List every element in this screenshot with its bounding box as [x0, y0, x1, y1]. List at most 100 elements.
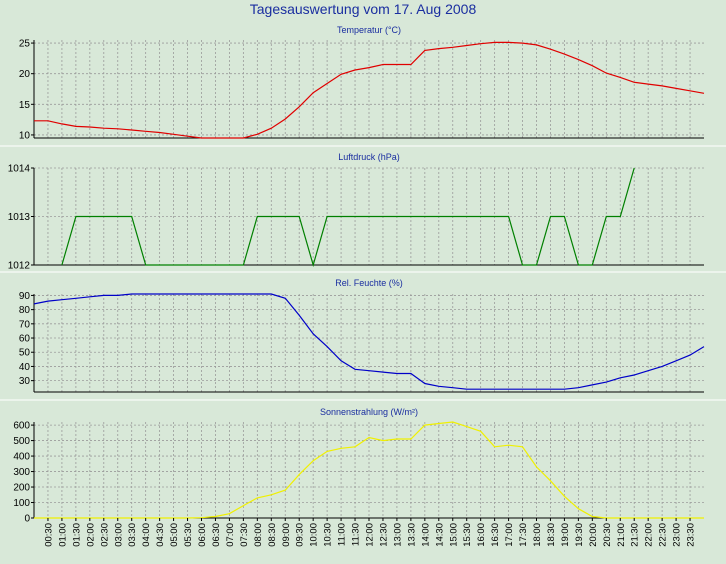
data-point	[228, 137, 230, 139]
data-point	[242, 264, 244, 266]
data-point	[605, 72, 607, 74]
data-point	[214, 515, 216, 517]
data-point	[507, 444, 509, 446]
data-point	[312, 460, 314, 462]
data-point	[452, 387, 454, 389]
data-point	[382, 63, 384, 65]
x-tick-label: 03:30	[127, 523, 138, 547]
data-point	[535, 466, 537, 468]
data-point	[75, 215, 77, 217]
data-point	[661, 85, 663, 87]
y-tick-label: 1013	[8, 212, 31, 223]
data-point	[228, 293, 230, 295]
data-point	[521, 264, 523, 266]
x-tick-label: 17:00	[504, 523, 515, 547]
data-point	[33, 517, 35, 519]
data-point	[466, 425, 468, 427]
data-point	[354, 69, 356, 71]
data-point	[368, 436, 370, 438]
data-point	[75, 125, 77, 127]
data-point	[47, 300, 49, 302]
x-tick-label: 01:30	[71, 523, 82, 547]
data-point	[479, 430, 481, 432]
data-point	[298, 215, 300, 217]
data-point	[326, 450, 328, 452]
data-point	[452, 421, 454, 423]
x-tick-label: 20:30	[602, 523, 613, 547]
data-point	[577, 508, 579, 510]
y-tick-label: 70	[19, 319, 31, 330]
y-tick-label: 25	[19, 39, 31, 50]
x-tick-label: 07:00	[225, 523, 236, 547]
x-tick-label: 01:00	[57, 523, 68, 547]
data-point	[298, 473, 300, 475]
data-point	[507, 41, 509, 43]
data-point	[438, 422, 440, 424]
data-point	[591, 515, 593, 517]
data-point	[438, 47, 440, 49]
data-point	[144, 264, 146, 266]
data-point	[89, 296, 91, 298]
data-point	[549, 480, 551, 482]
data-point	[312, 91, 314, 93]
data-point	[535, 264, 537, 266]
y-tick-label: 1012	[8, 261, 31, 272]
data-point	[242, 504, 244, 506]
page-title: Tagesauswertung vom 17. Aug 2008	[249, 1, 477, 17]
x-tick-label: 13:30	[406, 523, 417, 547]
y-tick-label: 0	[24, 514, 30, 525]
data-point	[75, 297, 77, 299]
data-point	[326, 215, 328, 217]
x-tick-label: 11:30	[351, 523, 362, 546]
x-tick-label: 06:30	[211, 523, 222, 547]
data-point	[675, 360, 677, 362]
x-tick-label: 11:00	[337, 523, 348, 546]
data-point	[549, 215, 551, 217]
data-point	[689, 354, 691, 356]
data-point	[493, 215, 495, 217]
data-point	[396, 438, 398, 440]
data-point	[144, 130, 146, 132]
data-point	[284, 489, 286, 491]
data-point	[312, 264, 314, 266]
y-tick-label: 500	[13, 436, 30, 447]
data-point	[647, 369, 649, 371]
x-tick-label: 02:00	[85, 523, 96, 547]
x-tick-label: 00:30	[43, 523, 54, 547]
data-point	[619, 377, 621, 379]
data-point	[466, 388, 468, 390]
x-tick-label: 09:30	[295, 523, 306, 547]
data-point	[340, 73, 342, 75]
data-point	[382, 371, 384, 373]
x-tick-label: 15:00	[448, 523, 459, 547]
series-line	[61, 167, 635, 268]
x-tick-label: 08:30	[267, 523, 278, 547]
data-point	[452, 46, 454, 48]
data-point	[675, 87, 677, 89]
data-point	[61, 264, 63, 266]
data-point	[424, 382, 426, 384]
x-tick-label: 14:00	[420, 523, 431, 547]
data-point	[703, 92, 705, 94]
data-point	[158, 293, 160, 295]
data-point	[61, 123, 63, 125]
data-point	[242, 293, 244, 295]
x-tick-label: 21:00	[616, 523, 627, 547]
data-point	[661, 365, 663, 367]
y-tick-label: 60	[19, 334, 31, 345]
x-tick-label: 15:30	[462, 523, 473, 547]
data-point	[298, 314, 300, 316]
data-point	[521, 42, 523, 44]
data-point	[284, 215, 286, 217]
x-tick-label: 04:00	[141, 523, 152, 547]
data-point	[619, 76, 621, 78]
data-point	[200, 137, 202, 139]
data-point	[228, 512, 230, 514]
data-point	[47, 120, 49, 122]
data-point	[563, 215, 565, 217]
data-point	[563, 495, 565, 497]
data-point	[103, 215, 105, 217]
data-point	[703, 517, 705, 519]
data-point	[563, 388, 565, 390]
x-tick-label: 06:00	[197, 523, 208, 547]
